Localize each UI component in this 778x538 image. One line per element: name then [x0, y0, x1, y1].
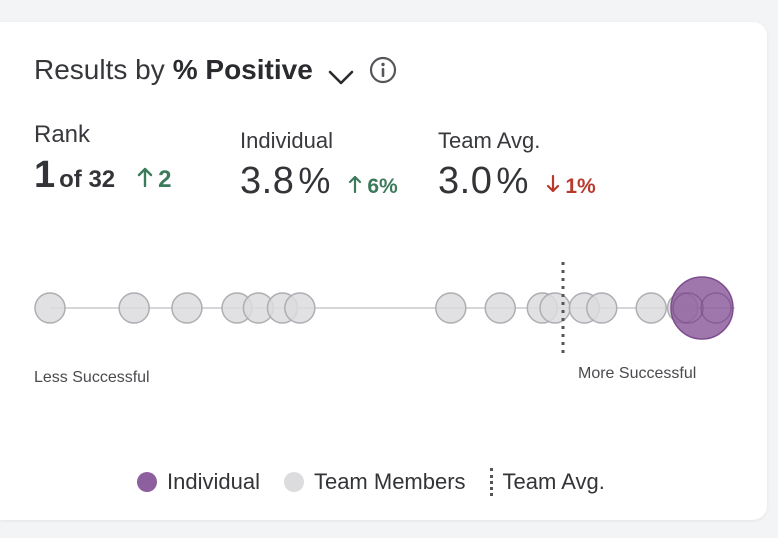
- team-member-point[interactable]: [118, 292, 150, 324]
- legend-team-members: Team Members: [283, 469, 466, 495]
- rank-label: Rank: [34, 121, 91, 148]
- team-avg-unit: %: [496, 160, 529, 201]
- arrow-up-icon: [137, 167, 153, 187]
- more-successful-label: More Successful: [578, 365, 697, 382]
- legend-team-avg-swatch: [489, 468, 493, 496]
- individual-change-value: 6%: [367, 175, 398, 198]
- metric-selector-label[interactable]: % Positive: [172, 54, 313, 85]
- results-header: Results by % Positive: [34, 52, 397, 88]
- team-member-point[interactable]: [171, 292, 203, 324]
- legend-individual-label: Individual: [167, 469, 260, 494]
- rank-of-total: of 32: [59, 166, 116, 193]
- legend-individual: Individual: [137, 469, 260, 495]
- individual-change: 6%: [348, 175, 398, 199]
- individual-group: [670, 276, 734, 340]
- legend: Individual Team Members Team Avg.: [137, 468, 629, 496]
- team-avg-label: Team Avg.: [438, 128, 541, 153]
- rank-change: 2: [137, 166, 172, 194]
- distribution-chart: [34, 262, 735, 354]
- legend-team-avg: Team Avg.: [489, 468, 605, 496]
- team-avg-stat: Team Avg. 3.0 % 1%: [438, 128, 596, 203]
- team-avg-value: 3.0: [438, 160, 493, 202]
- rank-position: 1: [34, 154, 56, 196]
- legend-team-members-label: Team Members: [313, 469, 466, 494]
- team-avg-change: 1%: [546, 175, 596, 199]
- team-avg-change-value: 1%: [565, 175, 596, 198]
- rank-change-value: 2: [158, 166, 172, 193]
- team-member-point[interactable]: [586, 292, 618, 324]
- legend-team-members-swatch: [283, 472, 304, 492]
- arrow-down-icon: [547, 175, 560, 193]
- legend-individual-swatch: [137, 472, 157, 492]
- individual-label: Individual: [240, 128, 333, 153]
- chevron-down-icon[interactable]: [327, 60, 355, 85]
- arrow-up-icon: [349, 175, 362, 193]
- results-card: Results by % Positive Rank 1 of 32 2 Ind…: [0, 22, 767, 520]
- individual-overlap-ring: [700, 292, 732, 324]
- legend-team-avg-label: Team Avg.: [502, 469, 605, 494]
- team-member-point[interactable]: [34, 292, 66, 324]
- individual-value: 3.8: [240, 160, 295, 202]
- individual-stat: Individual 3.8 % 6%: [240, 128, 398, 203]
- info-icon[interactable]: [369, 56, 397, 84]
- team-member-point[interactable]: [484, 292, 516, 324]
- individual-overlap-ring: [672, 292, 704, 324]
- individual-unit: %: [298, 160, 331, 201]
- rank-stat: Rank 1 of 32 2: [34, 122, 172, 197]
- team-member-point[interactable]: [435, 292, 467, 324]
- header-prefix: Results by: [34, 54, 165, 85]
- team-member-point[interactable]: [539, 292, 571, 324]
- individual-point[interactable]: [670, 276, 734, 340]
- less-successful-label: Less Successful: [34, 369, 150, 386]
- team-member-point[interactable]: [635, 292, 667, 324]
- team-member-point[interactable]: [284, 292, 316, 324]
